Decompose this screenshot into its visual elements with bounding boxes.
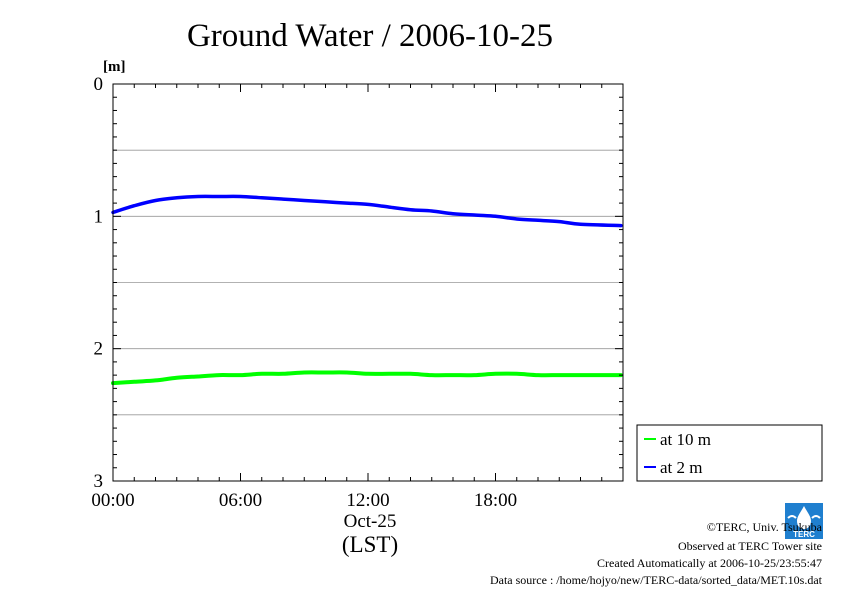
y-tick-label: 1 <box>94 206 104 227</box>
y-tick-label: 3 <box>94 471 104 492</box>
y-tick-labels: 0 1 2 3 <box>94 74 104 492</box>
terc-logo-icon: TERC <box>785 503 823 539</box>
x-tick-labels: 00:00 06:00 12:00 18:00 <box>91 490 517 511</box>
legend-label-at-2-m: at 2 m <box>660 458 703 477</box>
x-axis-label: (LST) <box>342 532 398 557</box>
x-tick-label: 12:00 <box>346 490 389 511</box>
y-tick-label: 2 <box>94 339 104 360</box>
data-source-text: Data source : /home/hojyo/new/TERC-data/… <box>489 573 822 587</box>
legend-label-at-10-m: at 10 m <box>660 430 711 449</box>
series-line-at-10-m <box>111 370 623 386</box>
axis-ticks <box>112 83 624 482</box>
x-tick-label: 06:00 <box>219 490 262 511</box>
created-timestamp-text: Created Automatically at 2006-10-25/23:5… <box>597 556 822 570</box>
y-tick-label: 0 <box>94 74 104 95</box>
series-line-at-2-m <box>111 194 623 228</box>
y-axis-unit-label: [m] <box>103 59 126 75</box>
copyright-text: ©TERC, Univ. Tsukuba <box>706 520 822 534</box>
series-lines <box>111 194 623 386</box>
logo-wave-icon <box>787 515 821 519</box>
x-date-label: Oct-25 <box>344 511 397 532</box>
observed-site-text: Observed at TERC Tower site <box>677 539 822 553</box>
legend: at 10 m at 2 m <box>636 424 823 482</box>
x-tick-label: 00:00 <box>91 490 134 511</box>
legend-box <box>636 424 823 482</box>
chart-title: Ground Water / 2006-10-25 <box>187 18 553 54</box>
x-tick-label: 18:00 <box>474 490 517 511</box>
gridlines <box>113 149 623 416</box>
logo-drop-icon <box>797 506 811 529</box>
logo-text: TERC <box>793 530 815 539</box>
